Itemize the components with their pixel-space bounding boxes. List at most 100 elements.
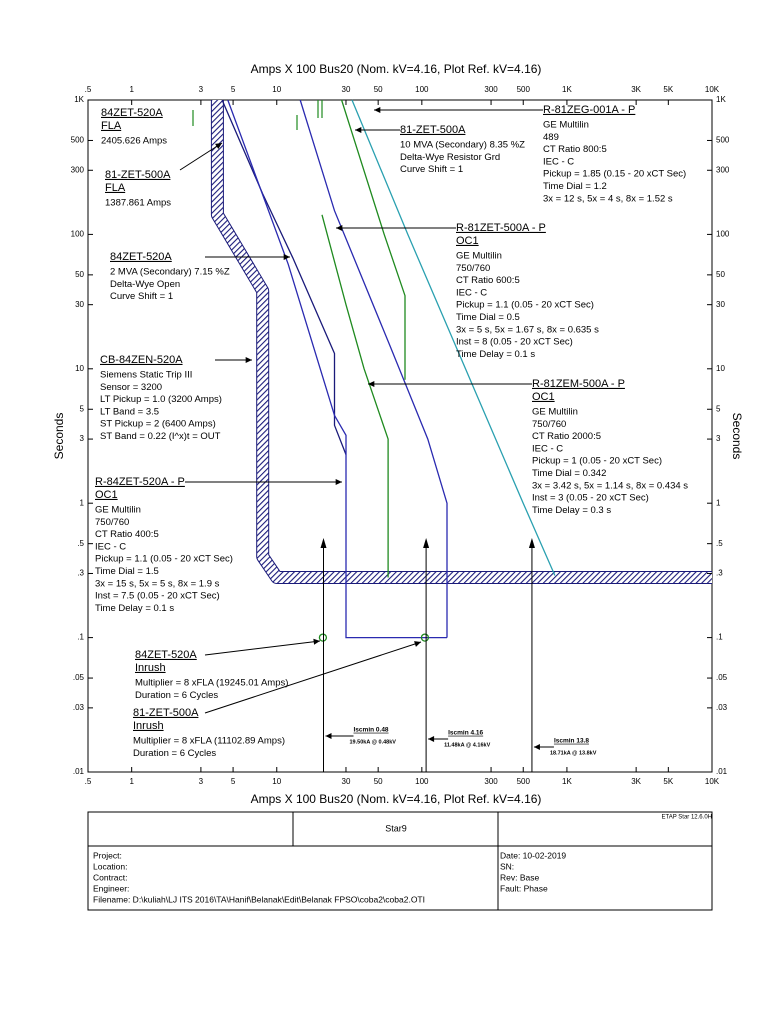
x-tick-label-top: 5K: [663, 85, 673, 94]
annotation-line: IEC - C: [543, 156, 574, 167]
annotation-line: 3x = 12 s, 5x = 4 s, 8x = 1.52 s: [543, 193, 673, 204]
annotation-line: Delta-Wye Resistor Grd: [400, 152, 500, 163]
x-tick-label-bottom: 3K: [631, 777, 641, 786]
annotation-line: R-84ZET-520A - P: [95, 476, 185, 488]
annotation-line: FLA: [105, 182, 126, 194]
x-tick-label-top: 30: [342, 85, 351, 94]
annotation-arrowhead: [215, 143, 222, 149]
y-tick-label-left: 1: [80, 498, 85, 507]
annotation-line: Pickup = 1.1 (0.05 - 20 xCT Sec): [456, 300, 594, 311]
fault-pointer-head: [533, 744, 540, 750]
y-tick-label-left: .03: [73, 703, 85, 712]
annotation-line: 84ZET-520A: [101, 107, 163, 119]
annotation-line: Delta-Wye Open: [110, 279, 180, 290]
study-name: Star9: [385, 823, 407, 833]
annotation-line: IEC - C: [532, 443, 563, 454]
y-tick-label-right: 1: [716, 498, 721, 507]
annotation-line: CT Ratio 400:5: [95, 529, 159, 540]
y-tick-label-left: 10: [75, 364, 84, 373]
y-tick-label-right: 3: [716, 434, 721, 443]
y-tick-label-right: 1K: [716, 95, 726, 104]
annotation-line: 84ZET-520A: [110, 251, 172, 263]
annotation-line: R-81ZEG-001A - P: [543, 104, 635, 116]
annotation-line: 750/760: [95, 517, 129, 528]
y-tick-label-right: 500: [716, 136, 730, 145]
plot-area: [210, 99, 712, 642]
fault-arrowhead: [423, 538, 430, 548]
y-tick-label-right: 300: [716, 165, 730, 174]
annotation-arrowhead: [336, 225, 343, 231]
annotation-line: GE Multilin: [532, 407, 578, 418]
annotation-line: 1387.861 Amps: [105, 198, 171, 209]
annotation-line: 3x = 15 s, 5x = 5 s, 8x = 1.9 s: [95, 578, 220, 589]
tcc-curve: [340, 99, 406, 380]
annotation-line: IEC - C: [456, 287, 487, 298]
x-tick-label-bottom: 100: [415, 777, 429, 786]
x-tick-label-top: 500: [517, 85, 531, 94]
fault-label: Iscmin 4.16: [448, 730, 483, 737]
title-field: Location:: [93, 861, 128, 871]
y-axis-label-right: Seconds: [730, 413, 744, 460]
annotation-line: Duration = 6 Cycles: [133, 748, 216, 759]
x-tick-label-top: 5: [231, 85, 236, 94]
annotation-arrowhead: [355, 127, 362, 133]
annotation-line: 10 MVA (Secondary) 8.35 %Z: [400, 140, 525, 151]
annotation-line: R-81ZET-500A - P: [456, 222, 546, 234]
title-field: Rev: Base: [500, 872, 539, 882]
x-tick-label-bottom: 10K: [705, 777, 720, 786]
tcc-curve: [299, 99, 448, 638]
x-tick-label-bottom: 1: [129, 777, 134, 786]
fault-label: Iscmin 13.8: [554, 738, 589, 745]
software-version: ETAP Star 12.6.0H: [662, 815, 712, 821]
y-tick-label-right: 30: [716, 300, 725, 309]
annotation-line: Inrush: [135, 662, 166, 674]
title-field: Date: 10-02-2019: [500, 850, 566, 860]
x-tick-label-bottom: 5: [231, 777, 236, 786]
y-tick-label-right: .03: [716, 703, 728, 712]
annotation-leader: [179, 142, 223, 171]
annotation-line: 81-ZET-500A: [133, 707, 199, 719]
annotation-line: 2405.626 Amps: [101, 136, 167, 147]
y-tick-label-left: .05: [73, 673, 85, 682]
fault-pointer-head: [428, 736, 435, 742]
annotation-line: 750/760: [532, 419, 566, 430]
annotation-line: Inst = 8 (0.05 - 20 xCT Sec): [456, 337, 573, 348]
y-axis-label-left: Seconds: [52, 413, 66, 460]
annotation-line: CT Ratio 600:5: [456, 275, 520, 286]
title-field: SN:: [500, 861, 514, 871]
annotation-line: 489: [543, 132, 559, 143]
y-tick-label-right: 100: [716, 230, 730, 239]
annotation-line: OC1: [95, 489, 118, 501]
annotation-arrowhead: [335, 479, 342, 485]
annotation-line: Pickup = 1.1 (0.05 - 20 xCT Sec): [95, 554, 233, 565]
title-field: Engineer:: [93, 883, 129, 893]
y-tick-label-left: .01: [73, 767, 85, 776]
annotation-line: IEC - C: [95, 541, 126, 552]
y-tick-label-right: .01: [716, 767, 728, 776]
x-tick-label-bottom: 5K: [663, 777, 673, 786]
title-field: Contract:: [93, 872, 128, 882]
x-tick-label-bottom: 300: [484, 777, 498, 786]
annotation-line: Inst = 7.5 (0.05 - 20 xCT Sec): [95, 591, 220, 602]
x-tick-label-bottom: 10: [272, 777, 281, 786]
annotation-arrowhead: [374, 107, 381, 113]
y-tick-label-left: .1: [77, 633, 84, 642]
annotation-line: Time Dial = 0.5: [456, 312, 520, 323]
y-tick-label-left: 30: [75, 300, 84, 309]
annotation-arrowhead: [313, 638, 320, 645]
annotation-line: Curve Shift = 1: [400, 164, 463, 175]
annotation-line: Multiplier = 8 xFLA (11102.89 Amps): [133, 736, 285, 747]
annotation-line: OC1: [456, 235, 479, 247]
inrush-point: [420, 633, 430, 642]
fault-arrowhead: [528, 538, 535, 548]
x-tick-label-top: 3: [199, 85, 204, 94]
annotation-line: Duration = 6 Cycles: [135, 690, 218, 701]
annotation-line: 2 MVA (Secondary) 7.15 %Z: [110, 267, 230, 278]
annotation-line: Siemens Static Trip III: [100, 370, 192, 381]
tcc-curve: [321, 214, 389, 578]
y-tick-label-left: 3: [80, 434, 85, 443]
fla-markers: [192, 100, 323, 130]
y-tick-label-right: .5: [716, 539, 723, 548]
fault-sublabel: 18.71kA @ 13.8kV: [550, 750, 597, 756]
annotation-line: CT Ratio 2000:5: [532, 431, 601, 442]
